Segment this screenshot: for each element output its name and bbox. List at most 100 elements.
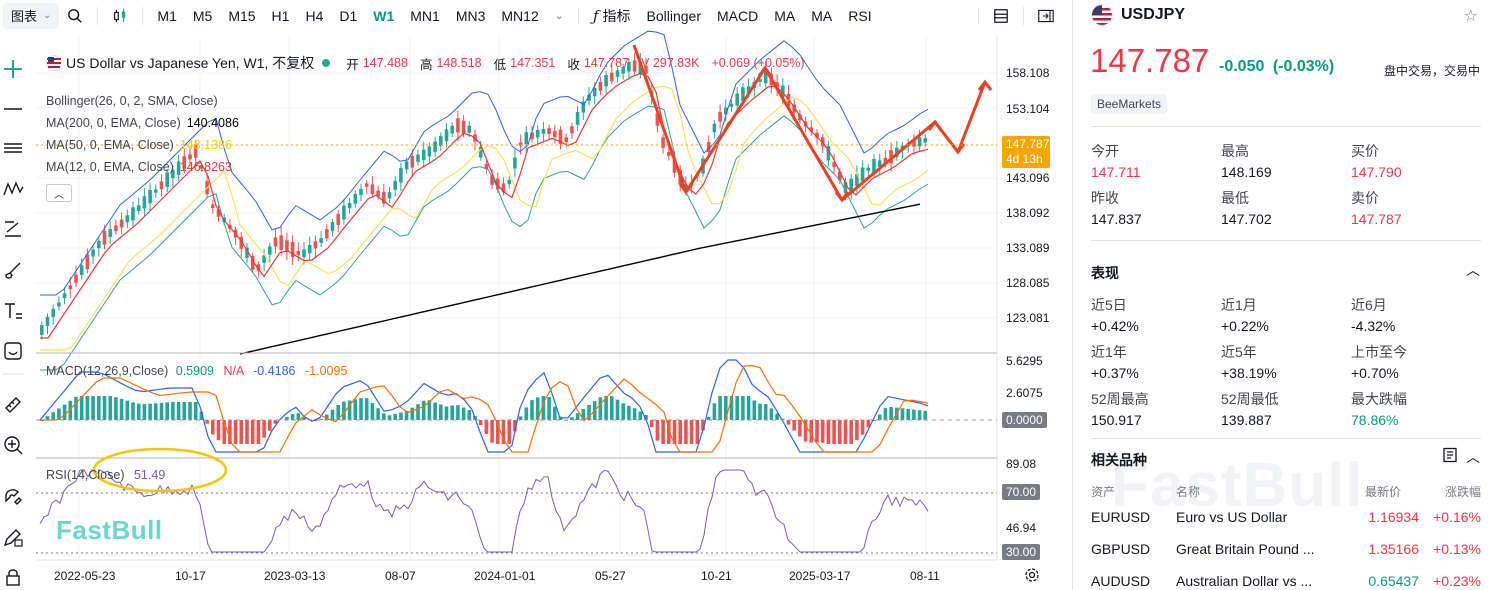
study-bollinger[interactable]: Bollinger (646, 7, 702, 24)
performance-collapse-button[interactable]: ︿ (1466, 260, 1480, 280)
macd-bar (912, 409, 916, 420)
high-value: 148.518 (436, 56, 482, 70)
macd-bar (701, 420, 705, 431)
toolbar-divider (142, 6, 144, 25)
study-ma-2[interactable]: MA (811, 7, 833, 24)
macd-bar (570, 417, 574, 420)
candle-body (564, 137, 568, 143)
time-tick: 08-07 (385, 569, 416, 583)
magnet-tool[interactable] (0, 484, 26, 510)
legend-collapse-button[interactable]: ︿ (46, 184, 72, 202)
legend-ma200[interactable]: MA(200, 0, EMA, Close) 140.4086 (46, 116, 239, 130)
interval-MN1[interactable]: MN1 (410, 7, 440, 24)
interval-MN12[interactable]: MN12 (501, 7, 539, 24)
favorite-star-icon[interactable]: ☆ (1463, 8, 1478, 25)
macd-bar (638, 411, 643, 420)
related-notes-button[interactable] (1442, 447, 1458, 468)
chart-type-dropdown[interactable]: 图表 ⌄ (3, 2, 60, 29)
search-button[interactable] (59, 3, 91, 29)
zoom-tool[interactable] (0, 432, 26, 458)
text-tool[interactable] (0, 298, 26, 324)
legend-ma50[interactable]: MA(50, 0, EMA, Close) 148.1386 (46, 138, 232, 152)
arrowhead (977, 79, 993, 91)
interval-D1[interactable]: D1 (339, 7, 358, 24)
candle-body (798, 114, 802, 121)
legend-rsi[interactable]: RSI(14,Close) 51.49 (46, 468, 165, 482)
candle-body (450, 125, 454, 134)
candle-body (507, 179, 511, 185)
legend-macd[interactable]: MACD(12,26,9,Close) 0.5909 N/A -0.4186 -… (46, 364, 347, 378)
interval-M15[interactable]: M15 (228, 7, 256, 24)
legend-ma12[interactable]: MA(12, 0, EMA, Close) 146.8263 (46, 160, 232, 174)
emoji-tool[interactable] (0, 338, 26, 364)
fib-tool[interactable] (0, 216, 26, 242)
macd-bar (706, 416, 711, 420)
interval-H1[interactable]: H1 (271, 7, 290, 24)
related-row-audusd[interactable]: AUDUSD Australian Dollar vs ... 0.65437 … (1091, 573, 1483, 590)
crosshair-tool[interactable] (0, 56, 26, 82)
indicators-button[interactable]: ƒ 指标 (585, 3, 639, 29)
macd-bar (399, 412, 403, 420)
candle-body (336, 214, 340, 225)
macd-bar (644, 415, 648, 420)
candle-body (547, 128, 551, 135)
candle-body (239, 236, 244, 249)
related-row-gbpusd[interactable]: GBPUSD Great Britain Pound ... 1.35166 +… (1091, 541, 1483, 571)
interval-M1[interactable]: M1 (157, 7, 177, 24)
brush-tool[interactable] (0, 258, 26, 284)
candle-body (85, 254, 90, 270)
open-label: 开 (346, 57, 359, 72)
study-ma[interactable]: MA (774, 7, 796, 24)
study-rsi[interactable]: RSI (848, 7, 872, 24)
toolbar-divider (1023, 6, 1024, 25)
candle-body (176, 161, 181, 175)
price-chart[interactable] (0, 0, 1062, 590)
interval-M5[interactable]: M5 (192, 7, 213, 24)
time-tick: 08-11 (910, 569, 940, 583)
layout-button[interactable] (985, 3, 1017, 29)
interval-MN3[interactable]: MN3 (455, 7, 486, 24)
macd-bar (838, 420, 842, 444)
change-abs: -0.050 (1219, 58, 1265, 75)
related-change: +0.23% (1433, 573, 1481, 589)
symbol-header: USDJPY (1091, 4, 1185, 26)
ruler-tool[interactable] (0, 392, 26, 418)
candle-body (809, 127, 814, 132)
macd-bar (478, 420, 483, 426)
perf-label: 近5年 (1221, 344, 1257, 360)
macd-bar (752, 400, 757, 420)
lock-drawing-tool[interactable] (0, 524, 26, 550)
lock-tool[interactable] (0, 564, 26, 590)
stat-prev-close: 昨收 147.837 (1091, 188, 1142, 227)
related-collapse-button[interactable]: ︿ (1466, 447, 1480, 467)
line-tool[interactable] (0, 94, 26, 120)
macd-bar (228, 420, 232, 444)
candle-body (68, 285, 73, 290)
macd-bar (176, 402, 181, 420)
study-macd[interactable]: MACD (717, 7, 759, 24)
parallel-lines-tool[interactable] (0, 135, 26, 161)
related-row-eurusd[interactable]: EURUSD Euro vs US Dollar 1.16934 +0.16% (1091, 509, 1483, 539)
candle-body (245, 247, 249, 259)
interval-W1[interactable]: W1 (373, 7, 395, 24)
high-label: 高 (419, 57, 433, 72)
legend-bollinger[interactable]: Bollinger(26, 0, 2, SMA, Close) (46, 94, 218, 108)
wave-tool[interactable] (0, 176, 26, 202)
interval-more-button[interactable]: ⌄ (547, 3, 572, 29)
candle-style-button[interactable] (104, 3, 136, 29)
macd-bar (325, 414, 329, 420)
macd-bar (518, 416, 523, 420)
ma200-value: 140.4086 (186, 116, 239, 130)
collapse-panel-button[interactable] (1030, 3, 1062, 29)
trend-annotations (632, 44, 993, 203)
macd-value-3: -0.4186 (253, 364, 296, 378)
chart-settings-button[interactable] (1024, 567, 1040, 588)
macd-bar (598, 397, 603, 420)
related-asset: EURUSD (1091, 509, 1151, 525)
perf-52w-low: 52周最低 139.887 (1221, 389, 1279, 428)
text-icon (5, 303, 22, 319)
candle-body (199, 165, 204, 169)
macd-bar (313, 420, 318, 422)
interval-H4[interactable]: H4 (305, 7, 324, 24)
rsi-70-tag: 70.00 (1002, 484, 1041, 500)
